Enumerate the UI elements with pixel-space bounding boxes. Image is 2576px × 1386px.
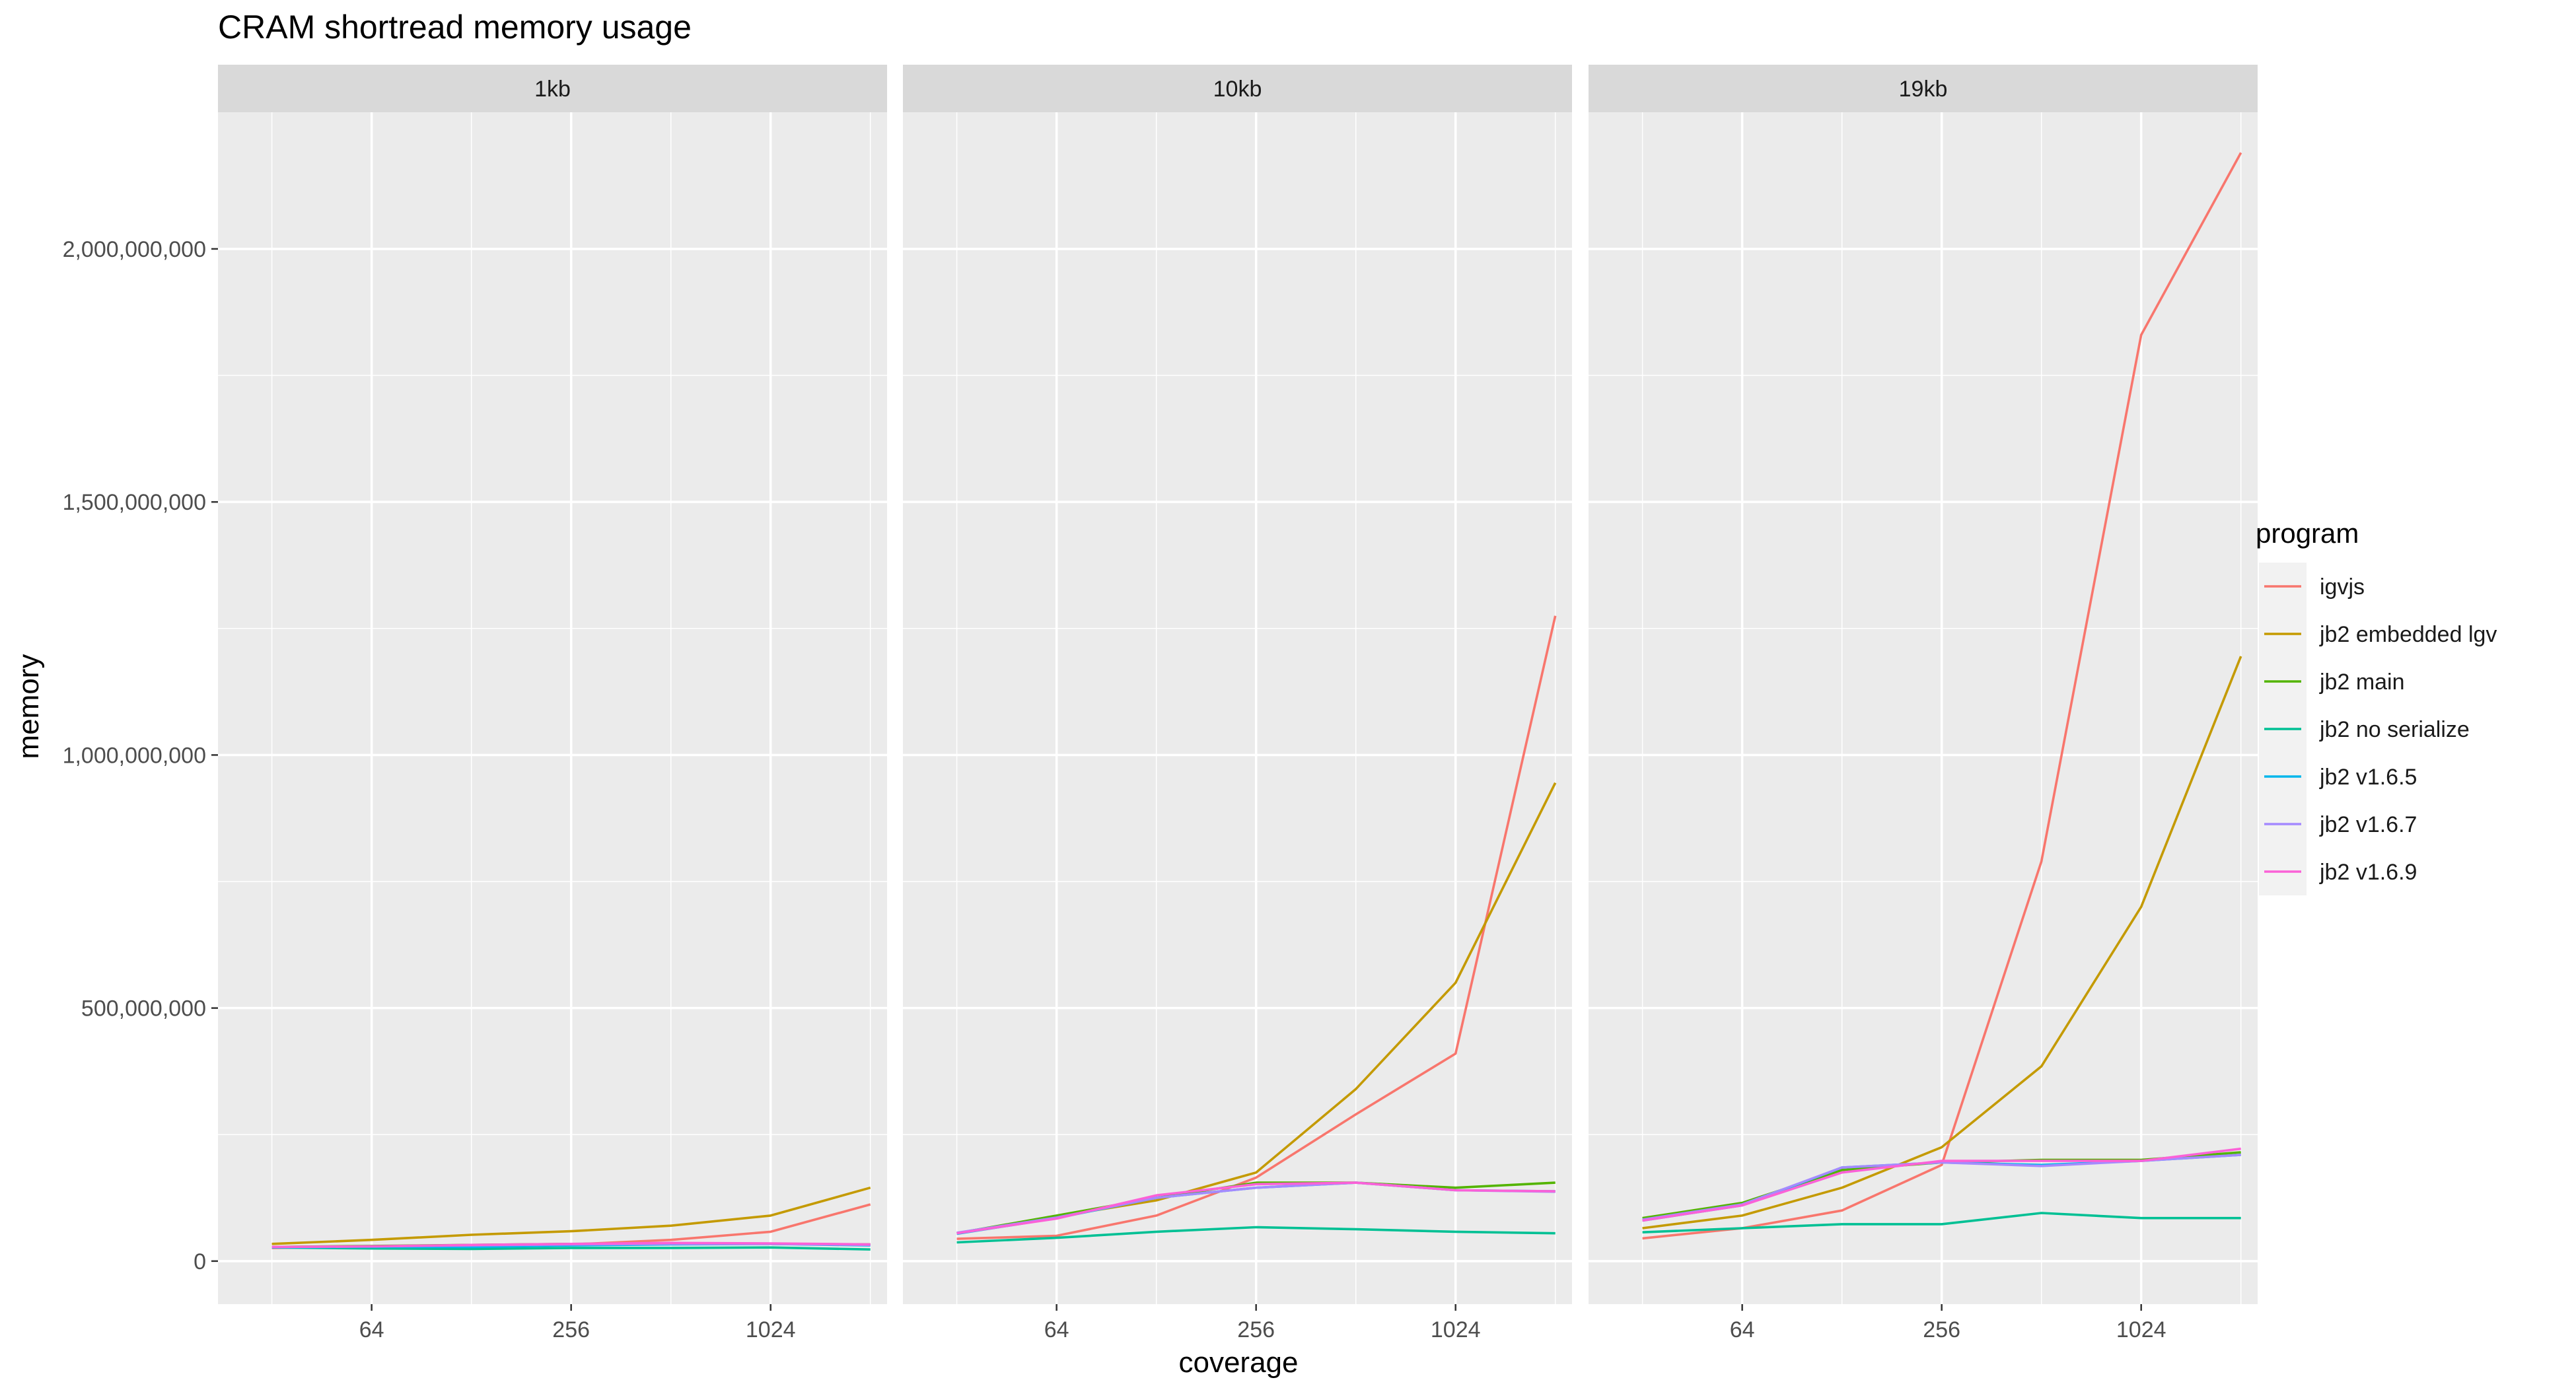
x-tick-label: 1024	[1431, 1317, 1481, 1342]
legend-title: program	[2256, 518, 2359, 549]
series-line-jb2-no-serialize	[956, 1226, 1556, 1244]
facet-strip-label: 1kb	[534, 77, 571, 102]
y-tick-label: 1,000,000,000	[63, 743, 206, 768]
legend-label: jb2 no serialize	[2319, 717, 2470, 742]
y-tick-label: 0	[194, 1249, 206, 1274]
x-tick-label: 64	[1044, 1317, 1069, 1342]
legend-label: igvjs	[2320, 574, 2365, 600]
series-line-jb2-embedded-lgv	[271, 1186, 871, 1245]
legend-item: jb2 v1.6.7	[2259, 800, 2417, 848]
x-tick-label: 1024	[746, 1317, 796, 1342]
x-tick-label: 1024	[2116, 1317, 2166, 1342]
series-line-jb2-embedded-lgv	[1642, 656, 2242, 1230]
series-line-jb2-v1-6-9	[956, 1181, 1556, 1235]
y-tick-label: 2,000,000,000	[63, 237, 206, 262]
panel-background	[218, 112, 887, 1304]
y-tick-label: 500,000,000	[81, 996, 206, 1022]
y-tick-label: 1,500,000,000	[63, 490, 206, 515]
series-line-jb2-main	[956, 1181, 1556, 1235]
legend-label: jb2 v1.6.5	[2319, 765, 2417, 790]
series-line-jb2-v1-6-9	[1642, 1147, 2241, 1222]
x-tick-label: 256	[552, 1317, 590, 1342]
legend-item: jb2 v1.6.9	[2259, 848, 2417, 895]
panel-background	[1589, 112, 2258, 1304]
legend-item: jb2 main	[2259, 658, 2405, 705]
x-tick-label: 64	[359, 1317, 384, 1342]
facet-panel-19kb: 19kb	[1589, 65, 2258, 1304]
x-axis-label: coverage	[1178, 1346, 1298, 1379]
legend-item: jb2 no serialize	[2259, 705, 2470, 753]
facet-strip	[903, 65, 1572, 112]
legend-item: igvjs	[2259, 563, 2365, 610]
facet-strip-label: 19kb	[1899, 77, 1948, 102]
facet-strip	[1589, 65, 2258, 112]
series-line-jb2-no-serialize	[1642, 1212, 2241, 1233]
facet-strip	[218, 65, 887, 112]
facet-panel-1kb: 1kb	[218, 65, 887, 1304]
x-tick-label: 64	[1730, 1317, 1755, 1342]
legend-label: jb2 embedded lgv	[2319, 622, 2497, 647]
series-line-jb2-no-serialize	[271, 1246, 871, 1251]
legend-item: jb2 v1.6.5	[2259, 753, 2417, 800]
legend: program igvjs jb2 embedded lgv jb2 main jb2…	[2256, 518, 2497, 895]
legend-label: jb2 v1.6.7	[2319, 812, 2417, 837]
legend-label: jb2 v1.6.9	[2319, 860, 2417, 885]
chart-title: CRAM shortread memory usage	[218, 9, 692, 46]
facet-panel-10kb: 10kb	[903, 65, 1572, 1304]
series-line-jb2-v1-6-9	[271, 1241, 871, 1249]
series-line-igvjs	[956, 615, 1557, 1240]
x-tick-label: 256	[1237, 1317, 1275, 1342]
legend-item: jb2 embedded lgv	[2259, 610, 2497, 658]
y-axis-label: memory	[13, 654, 45, 759]
facet-strip-label: 10kb	[1213, 77, 1262, 102]
panel-background	[903, 112, 1572, 1304]
x-tick-label: 256	[1923, 1317, 1960, 1342]
legend-label: jb2 main	[2319, 670, 2405, 695]
